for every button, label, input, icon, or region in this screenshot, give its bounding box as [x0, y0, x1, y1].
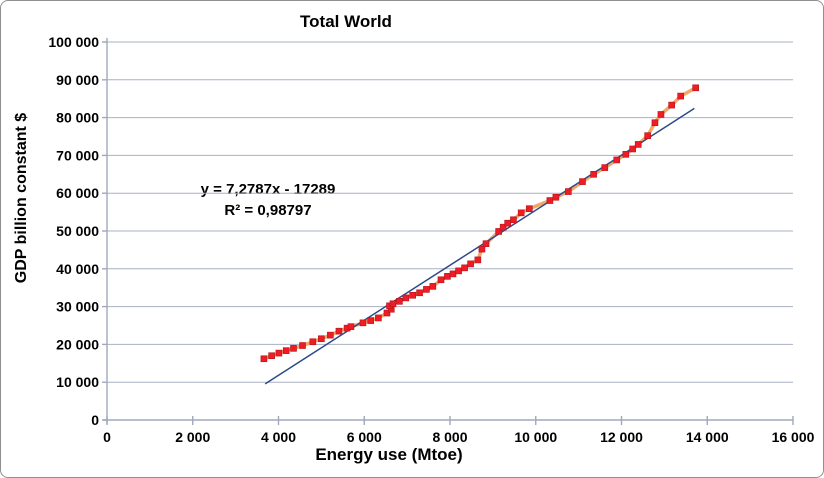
data-point: [383, 309, 391, 317]
y-tick-label: 90 000: [56, 72, 99, 88]
data-point: [579, 178, 586, 185]
trendline-equation-formula: y = 7,2787x - 17289: [200, 181, 336, 198]
data-point: [482, 240, 490, 248]
data-point: [499, 223, 507, 231]
x-tick-label: 6 000: [347, 429, 382, 445]
data-point: [389, 300, 397, 308]
data-point: [423, 286, 430, 293]
data-point: [677, 92, 684, 100]
data-point: [644, 132, 651, 140]
trendline-r-squared: R² = 0,98797: [224, 202, 312, 219]
data-point: [327, 331, 334, 339]
y-tick-label: 30 000: [56, 299, 99, 315]
y-tick-label: 10 000: [56, 374, 99, 390]
data-point: [478, 245, 486, 253]
data-point: [449, 270, 457, 278]
y-tick-label: 70 000: [56, 147, 99, 163]
data-point: [359, 319, 367, 327]
y-tick-label: 80 000: [56, 110, 99, 126]
data-point: [467, 260, 474, 268]
data-point: [416, 289, 423, 297]
y-tick-label: 100 000: [48, 34, 99, 50]
data-point: [692, 84, 699, 92]
x-tick-label: 12 000: [600, 429, 643, 445]
data-point: [629, 145, 636, 153]
data-point: [461, 264, 468, 272]
data-point: [309, 338, 317, 346]
data-point: [299, 342, 306, 349]
x-tick-label: 16 000: [772, 429, 815, 445]
y-tick-label: 0: [91, 412, 99, 428]
data-point: [375, 314, 382, 322]
data-point: [504, 219, 511, 227]
data-point: [455, 267, 462, 275]
data-point: [347, 323, 355, 330]
x-tick-label: 0: [103, 429, 111, 445]
data-point: [495, 228, 502, 235]
data-point: [590, 171, 597, 178]
data-point: [651, 119, 659, 127]
data-point: [335, 327, 343, 335]
data-point: [552, 193, 560, 201]
y-tick-label: 60 000: [56, 185, 99, 201]
data-point: [517, 209, 525, 217]
data-point: [409, 291, 416, 299]
chart-title: Total World: [300, 12, 392, 31]
data-point: [668, 101, 675, 109]
data-point: [613, 156, 621, 164]
data-point: [367, 317, 374, 324]
data-point: [260, 355, 268, 363]
y-tick-label: 50 000: [56, 223, 99, 239]
data-point: [601, 164, 609, 171]
x-tick-label: 10 000: [514, 429, 557, 445]
data-point: [318, 335, 325, 343]
data-point: [634, 141, 642, 148]
data-point: [437, 276, 445, 284]
data-point: [474, 256, 482, 264]
y-tick-label: 40 000: [56, 261, 99, 277]
data-point: [290, 345, 297, 352]
data-point: [622, 151, 630, 158]
data-point: [444, 273, 451, 280]
data-point: [565, 188, 572, 195]
data-point: [546, 197, 554, 204]
data-point: [510, 216, 517, 224]
data-point: [526, 205, 533, 212]
data-point: [429, 283, 437, 290]
x-tick-label: 8 000: [432, 429, 467, 445]
data-point: [402, 294, 410, 302]
x-tick-label: 14 000: [686, 429, 729, 445]
trendline-equation: y = 7,2787x - 17289 R² = 0,98797: [158, 179, 378, 221]
data-point: [282, 347, 290, 354]
data-point: [396, 298, 403, 305]
x-tick-label: 2 000: [175, 429, 210, 445]
data-point: [275, 349, 283, 357]
x-tick-label: 4 000: [261, 429, 296, 445]
data-point: [657, 111, 665, 118]
data-series-line: [262, 86, 698, 361]
x-axis-title: Energy use (Mtoe): [315, 445, 463, 464]
data-point: [268, 352, 275, 360]
y-tick-label: 20 000: [56, 336, 99, 352]
